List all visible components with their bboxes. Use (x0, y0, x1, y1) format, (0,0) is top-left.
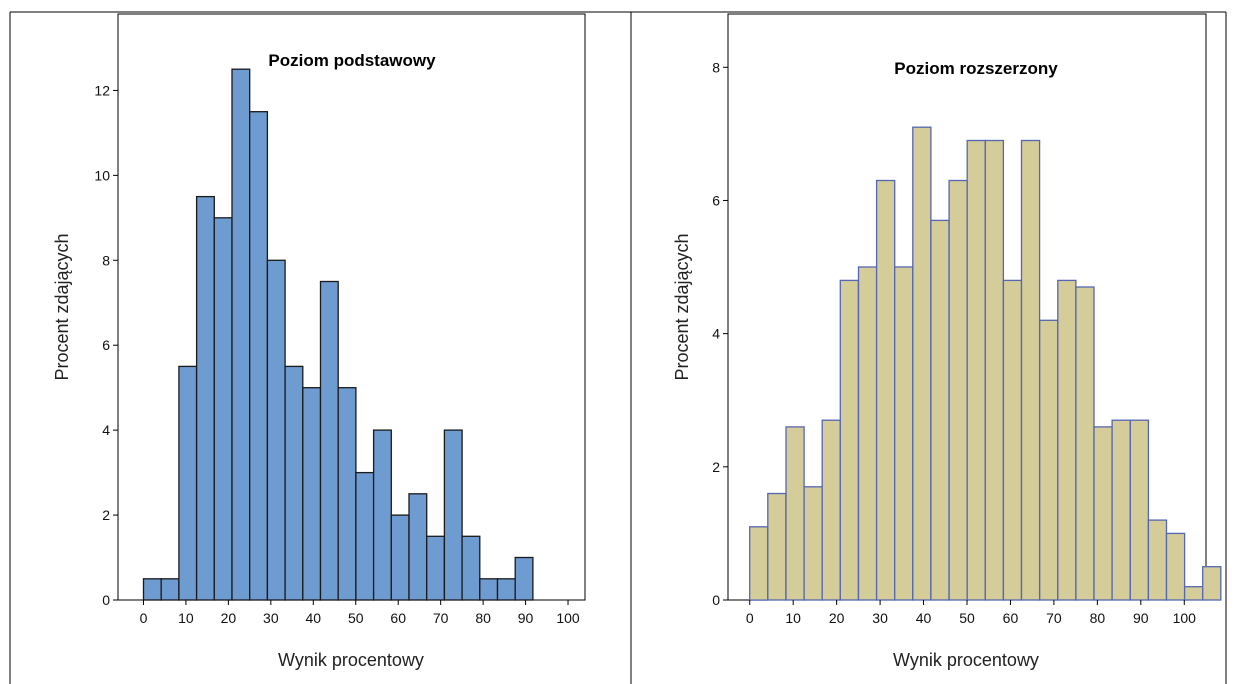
histogram-bar (875, 179, 896, 601)
y-axis-ticks: 0 2 4 6 8 (712, 59, 728, 608)
y-axis-label: Procent zdających (672, 233, 692, 380)
histogram-bar (337, 387, 357, 601)
histogram-bar (426, 535, 446, 601)
x-tick-label: 90 (1133, 610, 1149, 626)
histogram-bar (496, 578, 516, 601)
histogram-bar (1093, 426, 1113, 601)
y-tick-label: 4 (712, 326, 720, 342)
x-axis-ticks: 0 10 20 30 40 50 60 70 80 90 100 (746, 600, 1196, 626)
y-tick-label: 2 (712, 459, 720, 475)
x-tick-label: 80 (475, 610, 491, 626)
histogram-bar (1075, 286, 1095, 601)
chart-title: Poziom rozszerzony (894, 59, 1058, 78)
histogram-bar (195, 195, 215, 601)
histogram-bar (479, 578, 499, 601)
x-tick-label: 0 (746, 610, 754, 626)
histogram-bar (1183, 586, 1204, 601)
histogram-bar (1129, 419, 1150, 601)
histogram-bar (1002, 279, 1023, 601)
x-tick-label: 70 (1046, 610, 1062, 626)
x-tick-label: 30 (872, 610, 888, 626)
histogram-bar (821, 419, 841, 601)
histogram-bar (1020, 139, 1041, 601)
y-tick-label: 0 (102, 592, 110, 608)
histogram-bar (266, 259, 286, 601)
histogram-bar (178, 365, 198, 601)
histogram-bar (319, 280, 339, 601)
x-tick-label: 50 (959, 610, 975, 626)
x-tick-label: 10 (178, 610, 194, 626)
histogram-bar (231, 68, 251, 601)
histogram-bar (390, 514, 410, 601)
histogram-bar (284, 365, 304, 601)
y-tick-label: 6 (712, 192, 720, 208)
x-tick-label: 20 (829, 610, 845, 626)
histogram-bar (461, 535, 481, 601)
histogram-bar (930, 219, 950, 601)
bars-group (749, 126, 1222, 601)
histogram-bar (1165, 532, 1186, 601)
x-tick-label: 80 (1090, 610, 1106, 626)
x-tick-label: 0 (140, 610, 148, 626)
x-tick-label: 20 (221, 610, 237, 626)
histogram-bar (160, 578, 180, 601)
histogram-bar (302, 387, 322, 601)
y-axis-ticks: 0 2 4 6 8 10 12 (94, 82, 118, 608)
histogram-bar (142, 578, 162, 601)
x-axis-ticks: 0 10 20 30 40 50 60 70 80 90 100 (140, 600, 580, 626)
x-tick-label: 30 (263, 610, 279, 626)
x-tick-label: 50 (348, 610, 364, 626)
histogram-bar (408, 493, 428, 601)
histogram-bar (1057, 279, 1077, 601)
histogram-bar (1111, 419, 1131, 601)
chart-title: Poziom podstawowy (268, 51, 436, 70)
histogram-poziom-podstawowy: Poziom podstawowy 0 2 4 6 8 10 12 0 10 20 30 40 50 6… (52, 13, 586, 670)
histogram-bar (803, 486, 823, 601)
x-tick-label: 90 (518, 610, 534, 626)
y-tick-label: 4 (102, 422, 110, 438)
histogram-bar (443, 429, 463, 601)
histogram-bar (355, 471, 375, 601)
histogram-bar (894, 266, 914, 601)
y-tick-label: 12 (94, 82, 110, 98)
y-tick-label: 2 (102, 507, 110, 523)
x-tick-label: 100 (1173, 610, 1197, 626)
bars-group (142, 68, 534, 601)
histogram-bar (785, 426, 805, 601)
x-tick-label: 60 (390, 610, 406, 626)
x-tick-label: 40 (306, 610, 322, 626)
histogram-bar (966, 139, 986, 601)
y-tick-label: 8 (712, 59, 720, 75)
histogram-bar (1202, 566, 1222, 601)
histogram-bar (948, 179, 968, 601)
histogram-bar (372, 429, 392, 601)
y-tick-label: 10 (94, 167, 110, 183)
x-axis-label: Wynik procentowy (893, 650, 1039, 670)
histogram-bar (1039, 319, 1059, 601)
x-tick-label: 10 (785, 610, 801, 626)
histogram-bar (912, 126, 932, 601)
y-axis-label: Procent zdających (52, 233, 72, 380)
histogram-bar (213, 217, 233, 601)
histogram-bar (984, 139, 1005, 601)
histogram-poziom-rozszerzony: Poziom rozszerzony 0 2 4 6 8 0 10 20 30 40 50 60 70… (672, 13, 1222, 670)
histogram-bar (1147, 519, 1168, 601)
x-tick-label: 60 (1003, 610, 1019, 626)
x-axis-label: Wynik procentowy (278, 650, 424, 670)
histogram-bar (857, 266, 878, 601)
x-tick-label: 70 (433, 610, 449, 626)
x-tick-label: 40 (916, 610, 932, 626)
y-tick-label: 8 (102, 252, 110, 268)
x-tick-label: 100 (556, 610, 580, 626)
histogram-bar (749, 526, 769, 601)
histogram-bar (514, 556, 534, 601)
histogram-bar (839, 279, 860, 601)
y-tick-label: 6 (102, 337, 110, 353)
histogram-bar (249, 111, 269, 601)
histogram-bar (767, 492, 787, 601)
y-tick-label: 0 (712, 592, 720, 608)
